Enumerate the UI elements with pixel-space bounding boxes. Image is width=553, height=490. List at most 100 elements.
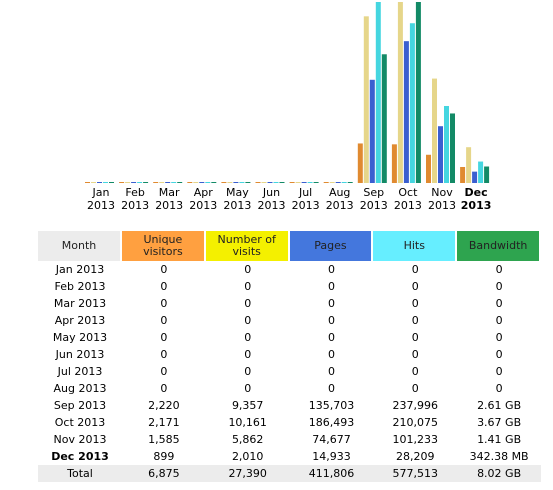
value-cell: 0 [244, 331, 252, 344]
month-cell: Sep 2013 [53, 399, 107, 412]
value-cell: 2.61 GB [477, 399, 522, 412]
bar [329, 182, 335, 183]
bar [131, 182, 137, 183]
value-cell: 2,010 [231, 450, 264, 463]
x-tick-label: Oct 2013 [393, 186, 422, 212]
month-cell: Jan 2013 [55, 263, 105, 276]
bar [137, 182, 143, 183]
value-cell: 0 [327, 297, 335, 310]
value-cell: 0 [327, 365, 335, 378]
value-cell: 0 [244, 348, 252, 361]
month-cell: Feb 2013 [54, 280, 106, 293]
bar [335, 182, 341, 183]
value-cell: 0 [327, 314, 335, 327]
bar [397, 2, 403, 183]
bar [187, 182, 193, 183]
month-cell: Jun 2013 [55, 348, 105, 361]
bar [273, 182, 279, 183]
value-cell: 1,585 [148, 433, 180, 446]
bar [193, 182, 199, 183]
bar [171, 182, 177, 183]
bar [450, 113, 455, 183]
x-tick-label: Jan 2013 [87, 186, 115, 212]
x-tick-label: Nov 2013 [428, 186, 456, 212]
bar [221, 182, 227, 183]
bar [484, 166, 490, 183]
table-row: Apr 2013 0 0 0 0 0 [38, 312, 541, 329]
value-cell: 10,161 [228, 416, 267, 429]
value-cell: 0 [160, 382, 168, 395]
table-row: Sep 2013 2,220 9,357 135,703 237,996 2.61 GB [38, 397, 541, 414]
bar [177, 182, 183, 183]
value-cell: 0 [495, 297, 503, 310]
table-row: Jan 2013 0 0 0 0 0 [38, 261, 541, 278]
value-cell: 210,075 [392, 416, 439, 429]
total-cell: 411,806 [289, 465, 374, 482]
value-cell: 0 [160, 348, 168, 361]
bar [460, 166, 466, 183]
table-row: Mar 2013 0 0 0 0 0 [38, 295, 541, 312]
value-cell: 0 [495, 348, 503, 361]
bar [97, 182, 102, 183]
bar [91, 182, 96, 183]
value-cell: 899 [153, 450, 175, 463]
value-cell: 342.38 MB [469, 450, 529, 463]
value-cell: 135,703 [308, 399, 355, 412]
bar [403, 41, 409, 183]
bar [165, 182, 171, 183]
value-cell: 0 [327, 348, 335, 361]
x-tick-label: Apr 2013 [189, 186, 218, 212]
value-cell: 0 [495, 280, 503, 293]
bar [227, 182, 233, 183]
value-cell: 0 [160, 314, 168, 327]
value-cell: 0 [160, 297, 168, 310]
bar [301, 182, 307, 183]
bar [357, 143, 363, 183]
value-cell: 0 [495, 263, 503, 276]
value-cell: 0 [495, 365, 503, 378]
value-cell: 0 [495, 314, 503, 327]
bar [341, 182, 347, 183]
bar [153, 182, 159, 183]
bar [103, 182, 108, 183]
table-row: Dec 2013 899 2,010 14,933 28,209 342.38 MB [38, 448, 541, 465]
chart [85, 2, 490, 184]
bar [472, 171, 478, 183]
x-tick-label: Dec 2013 [460, 186, 492, 212]
value-cell: 0 [495, 382, 503, 395]
bar [363, 16, 369, 183]
bar [289, 182, 295, 183]
total-cell: 577,513 [373, 465, 458, 482]
bar [143, 182, 149, 183]
value-cell: 0 [244, 280, 252, 293]
value-cell: 0 [495, 331, 503, 344]
value-cell: 0 [411, 280, 419, 293]
month-cell: Aug 2013 [53, 382, 107, 395]
table-row: Jul 2013 0 0 0 0 0 [38, 363, 541, 380]
value-cell: 101,233 [392, 433, 439, 446]
value-cell: 2,171 [148, 416, 180, 429]
bar [125, 182, 131, 183]
month-cell: Apr 2013 [54, 314, 106, 327]
value-cell: 0 [160, 331, 168, 344]
table-row: Jun 2013 0 0 0 0 0 [38, 346, 541, 363]
bar [245, 182, 251, 183]
value-cell: 0 [327, 280, 335, 293]
value-cell: 0 [244, 314, 252, 327]
bar [159, 182, 165, 183]
month-cell: May 2013 [52, 331, 108, 344]
bar [267, 182, 273, 183]
bar [295, 182, 301, 183]
value-cell: 0 [160, 280, 168, 293]
column-header: Bandwidth [457, 231, 541, 261]
value-cell: 0 [411, 297, 419, 310]
month-header: Month [38, 231, 122, 261]
bar [415, 2, 421, 183]
table-body: Jan 2013 0 0 0 0 0 Feb 2013 0 0 0 0 0 Mar 2013 0 0 0 0 0 A… [38, 261, 541, 482]
bar [391, 144, 397, 183]
value-cell: 0 [244, 263, 252, 276]
bar [307, 182, 313, 183]
total-row: Total 6,875 27,390 411,806 577,513 8.02 GB [38, 465, 541, 482]
x-tick-label: Aug 2013 [325, 186, 354, 212]
